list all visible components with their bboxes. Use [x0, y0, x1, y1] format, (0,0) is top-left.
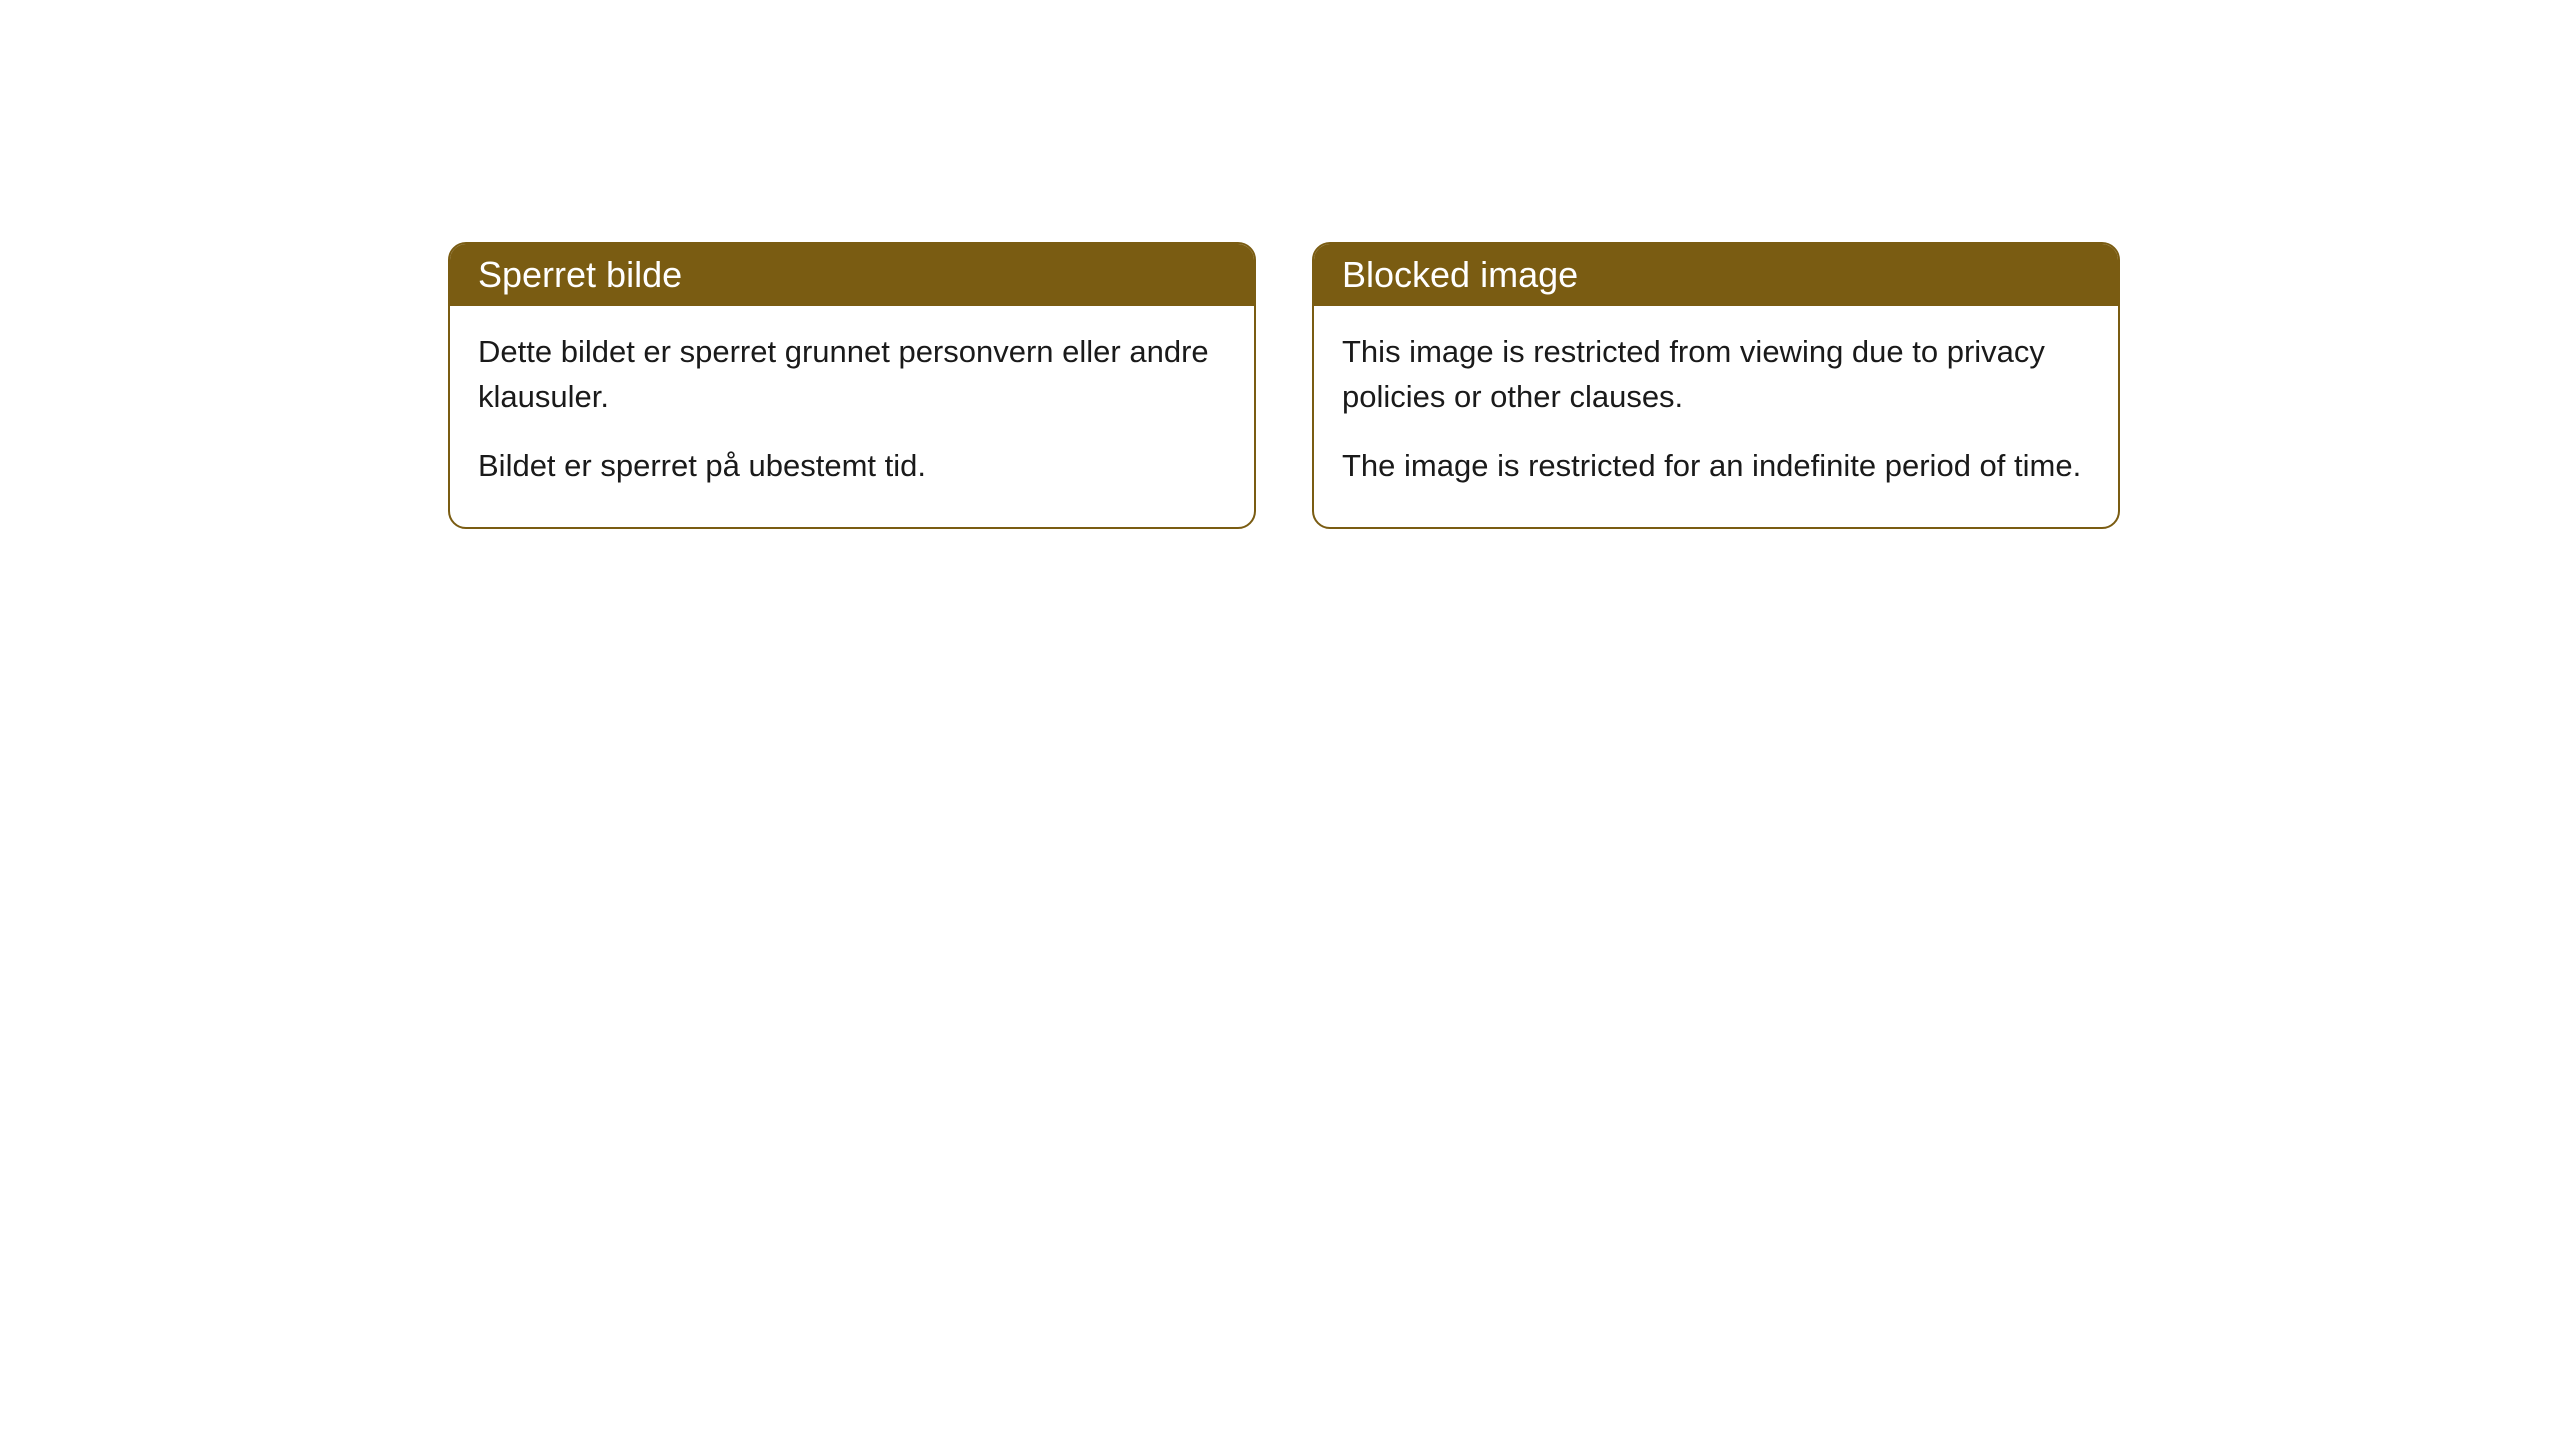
notice-header-english: Blocked image — [1314, 244, 2118, 306]
notice-body-english: This image is restricted from viewing du… — [1314, 306, 2118, 527]
notice-paragraph: The image is restricted for an indefinit… — [1342, 444, 2090, 489]
notice-card-english: Blocked image This image is restricted f… — [1312, 242, 2120, 529]
notice-title: Sperret bilde — [478, 254, 682, 295]
notice-paragraph: Dette bildet er sperret grunnet personve… — [478, 330, 1226, 420]
notice-title: Blocked image — [1342, 254, 1578, 295]
notice-paragraph: This image is restricted from viewing du… — [1342, 330, 2090, 420]
notice-header-norwegian: Sperret bilde — [450, 244, 1254, 306]
notice-paragraph: Bildet er sperret på ubestemt tid. — [478, 444, 1226, 489]
notice-container: Sperret bilde Dette bildet er sperret gr… — [448, 242, 2120, 529]
notice-body-norwegian: Dette bildet er sperret grunnet personve… — [450, 306, 1254, 527]
notice-card-norwegian: Sperret bilde Dette bildet er sperret gr… — [448, 242, 1256, 529]
